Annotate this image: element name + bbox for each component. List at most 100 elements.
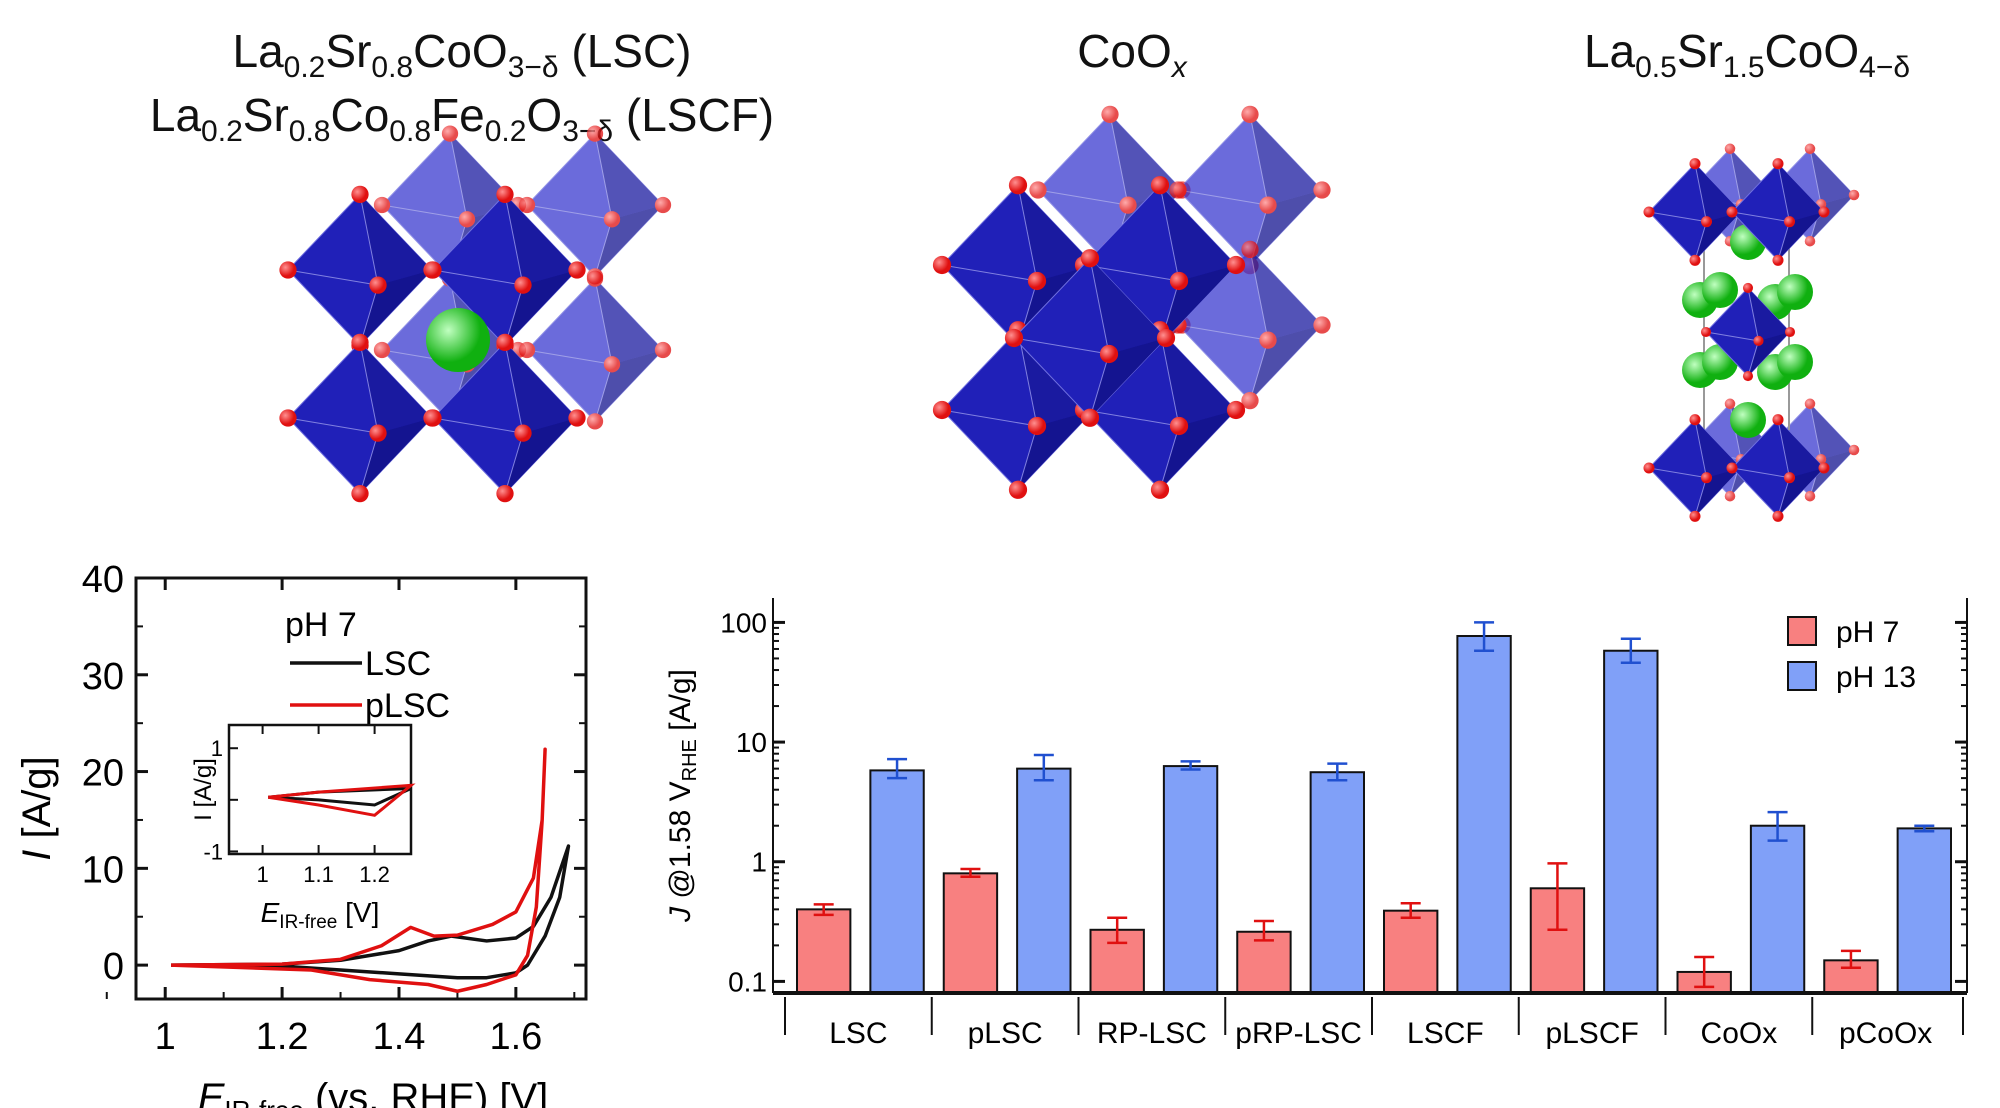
title-part: O: [526, 89, 563, 141]
oxygen-atom: [1313, 316, 1331, 334]
title-part: CoO: [1077, 25, 1172, 77]
oxygen-atom: [603, 211, 621, 228]
oxygen-atom: [586, 125, 604, 142]
bar-pH13-LSCF: [1456, 635, 1512, 994]
title-part: 0.8: [389, 115, 432, 148]
octahedron-edge: [381, 204, 468, 220]
oxygen-atom: [369, 276, 387, 294]
octahedron-edge: [1249, 114, 1269, 206]
octahedron-face: [505, 194, 577, 286]
category-label: RP-LSC: [1097, 1017, 1207, 1050]
y-tick-label: 20: [82, 753, 124, 795]
oxygen-atom: [279, 261, 297, 279]
inset-x-tick-label: 1.2: [359, 862, 390, 887]
oxygen-atom: [373, 196, 391, 214]
octahedron: [1700, 282, 1796, 382]
oxygen-atom: [1080, 249, 1100, 268]
octahedron: [1726, 158, 1830, 266]
octahedron-edge: [359, 432, 379, 494]
x-label-rest: (vs. RHE) [V]: [304, 1076, 548, 1108]
bar-pH7-pLSC: [942, 872, 999, 995]
y-label-main: J: [664, 906, 697, 923]
octahedron-edge: [1777, 221, 1790, 261]
y-label-rest: [A/g]: [664, 669, 697, 739]
title-part: Co: [330, 89, 390, 141]
oxygen-atom: [1080, 408, 1100, 427]
title-part: 0.8: [371, 51, 414, 84]
category-label: pLSCF: [1545, 1017, 1638, 1050]
y-label-main: I: [15, 850, 59, 861]
oxygen-atom: [514, 276, 532, 294]
title-part: Sr: [325, 25, 372, 77]
oxygen-atom: [1724, 490, 1736, 502]
octahedron-edge: [526, 204, 613, 220]
oxygen-atom: [496, 333, 514, 352]
y-tick-label: 10: [736, 727, 767, 758]
octahedron-edge: [1177, 189, 1269, 206]
cation-atom: [1702, 272, 1738, 308]
category-label: pLSC: [968, 1017, 1043, 1050]
octahedron-edge: [1037, 189, 1129, 206]
octahedron-edge: [1159, 425, 1180, 490]
title-part: La: [1583, 25, 1636, 77]
legend-swatch: [1787, 661, 1817, 691]
oxygen-atom: [514, 424, 532, 442]
oxygen-atom: [424, 409, 442, 427]
y-tick-label: 100: [720, 607, 767, 638]
octahedron-face: [595, 133, 663, 220]
octahedron-edge: [432, 269, 524, 286]
oxygen-atom: [1027, 416, 1047, 436]
octahedron: [518, 125, 672, 285]
oxygen-atom: [1029, 181, 1047, 199]
oxygen-atom: [1700, 216, 1713, 228]
octahedron-edge: [1109, 114, 1129, 206]
x-tick-label: 1.6: [489, 1016, 542, 1058]
octahedron-edge: [1694, 163, 1707, 222]
x-tick-label: 1.2: [256, 1016, 309, 1058]
oxygen-atom: [1008, 480, 1028, 499]
y-tick-label: 0: [103, 946, 124, 988]
oxygen-atom: [518, 341, 536, 359]
octahedron: [424, 185, 586, 355]
x-label-sub: IR-free: [224, 1095, 303, 1108]
octahedron-face: [1250, 114, 1322, 206]
y-tick-label: 40: [82, 559, 124, 601]
octahedron-edge: [287, 417, 379, 434]
title-part: CoO: [1764, 25, 1860, 77]
oxygen-atom: [441, 125, 459, 142]
octahedron-edge: [1648, 211, 1707, 223]
octahedron-edge: [1731, 467, 1790, 479]
oxygen-atom: [1818, 462, 1830, 474]
oxygen-atom: [586, 413, 604, 430]
bar-pH13-pRP-LSC: [1309, 771, 1365, 994]
category-label: CoOx: [1701, 1017, 1778, 1050]
octahedron: [1726, 414, 1830, 522]
octahedron-edge: [526, 349, 613, 365]
y-tick-label: 10: [82, 849, 124, 891]
inset-x-label: EIR-free [V]: [261, 897, 380, 933]
oxygen-atom: [424, 261, 442, 279]
oxygen-atom: [1643, 462, 1655, 474]
oxygen-atom: [369, 424, 387, 442]
legend-label: pLSC: [365, 687, 450, 725]
y-label-mid: @1.58 V: [664, 781, 697, 907]
octahedron-face: [1160, 185, 1236, 281]
category-label: pRP-LSC: [1235, 1017, 1362, 1050]
oxygen-atom: [351, 185, 369, 204]
oxygen-atom: [1241, 105, 1259, 124]
oxygen-atom: [1804, 235, 1816, 247]
oxygen-atom: [1700, 472, 1713, 484]
octahedron-edge: [287, 269, 379, 286]
inset-y-label: I [A/g]: [190, 758, 217, 821]
y-label-rest: [A/g]: [15, 756, 59, 849]
octahedron-edge: [1083, 264, 1180, 282]
oxygen-atom: [1259, 196, 1277, 214]
octahedron-edge: [1809, 148, 1822, 205]
cv-axes-frame: [134, 576, 588, 1001]
octahedron-face: [1810, 403, 1854, 460]
octahedron-edge: [449, 133, 468, 220]
oxygen-atom: [1689, 510, 1701, 522]
cation-atom: [1777, 274, 1813, 310]
